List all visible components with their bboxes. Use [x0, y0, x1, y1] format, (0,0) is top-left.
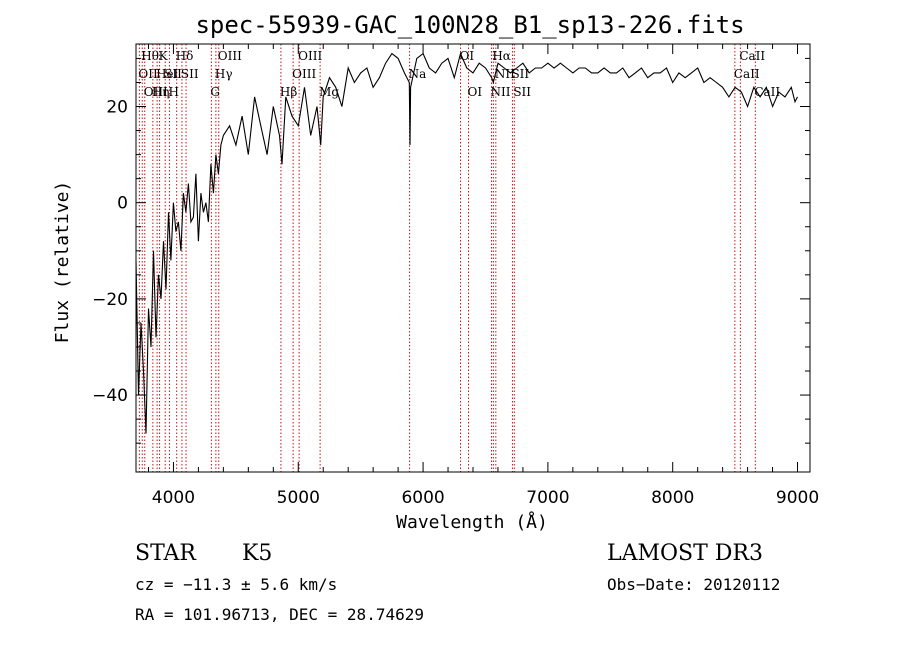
- object-subclass: K5: [242, 541, 272, 566]
- y-tick-label: −20: [92, 290, 128, 310]
- line-label: H: [168, 85, 178, 99]
- line-label: SII: [513, 85, 531, 99]
- redshift-velocity: cz = −11.3 ± 5.6 km/s: [135, 575, 337, 594]
- line-label: K: [159, 49, 169, 63]
- x-axis-ticks: 4000 5000 6000 7000 8000 9000: [147, 44, 819, 508]
- y-axis-label: Flux (relative): [52, 181, 73, 344]
- survey-name: LAMOST DR3: [607, 541, 763, 566]
- line-label: SII: [164, 67, 182, 81]
- line-label: Hα: [492, 49, 511, 63]
- line-label: OI: [468, 85, 483, 99]
- spectrum-line: [135, 51, 798, 434]
- line-label: OIII: [218, 49, 242, 63]
- line-label: CaII: [739, 49, 765, 63]
- line-label: CaII: [734, 67, 760, 81]
- x-tick-label: 9000: [776, 488, 819, 508]
- line-label: HeI: [156, 67, 179, 81]
- line-label: Mg: [319, 85, 339, 99]
- line-label: SII: [181, 67, 199, 81]
- y-tick-label: 20: [106, 98, 128, 118]
- y-tick-label: −40: [92, 386, 128, 406]
- line-label: NII: [490, 85, 510, 99]
- line-label: NII: [495, 67, 515, 81]
- observation-date: Obs−Date: 20120112: [607, 575, 780, 594]
- line-label: G: [210, 85, 220, 99]
- line-label: Hη: [152, 85, 170, 99]
- line-label: Na: [409, 67, 427, 81]
- y-tick-label: 0: [117, 194, 128, 214]
- line-label: Hβ: [280, 85, 297, 99]
- chart-title: spec-55939-GAC_100N28_B1_sp13-226.fits: [195, 11, 744, 39]
- x-axis-label: Wavelength (Å): [396, 511, 548, 533]
- line-label: OII: [138, 67, 158, 81]
- line-label: OIII: [298, 49, 322, 63]
- line-label: OIII: [144, 85, 168, 99]
- line-label: OIII: [292, 67, 316, 81]
- x-tick-label: 4000: [152, 488, 195, 508]
- x-tick-label: 8000: [651, 488, 694, 508]
- line-label: Hθ: [141, 49, 159, 63]
- object-class: STAR: [135, 541, 197, 566]
- line-label: Hδ: [176, 49, 194, 63]
- plot-frame: [135, 43, 811, 473]
- sky-coordinates: RA = 101.96713, DEC = 28.74629: [135, 605, 424, 624]
- line-label: Hγ: [215, 67, 233, 81]
- y-axis-ticks: −40 −20 0 20: [92, 57, 810, 444]
- line-label: SII: [511, 67, 529, 81]
- x-tick-label: 6000: [401, 488, 444, 508]
- x-tick-label: 7000: [526, 488, 569, 508]
- line-markers: [138, 44, 756, 472]
- x-tick-label: 5000: [277, 488, 320, 508]
